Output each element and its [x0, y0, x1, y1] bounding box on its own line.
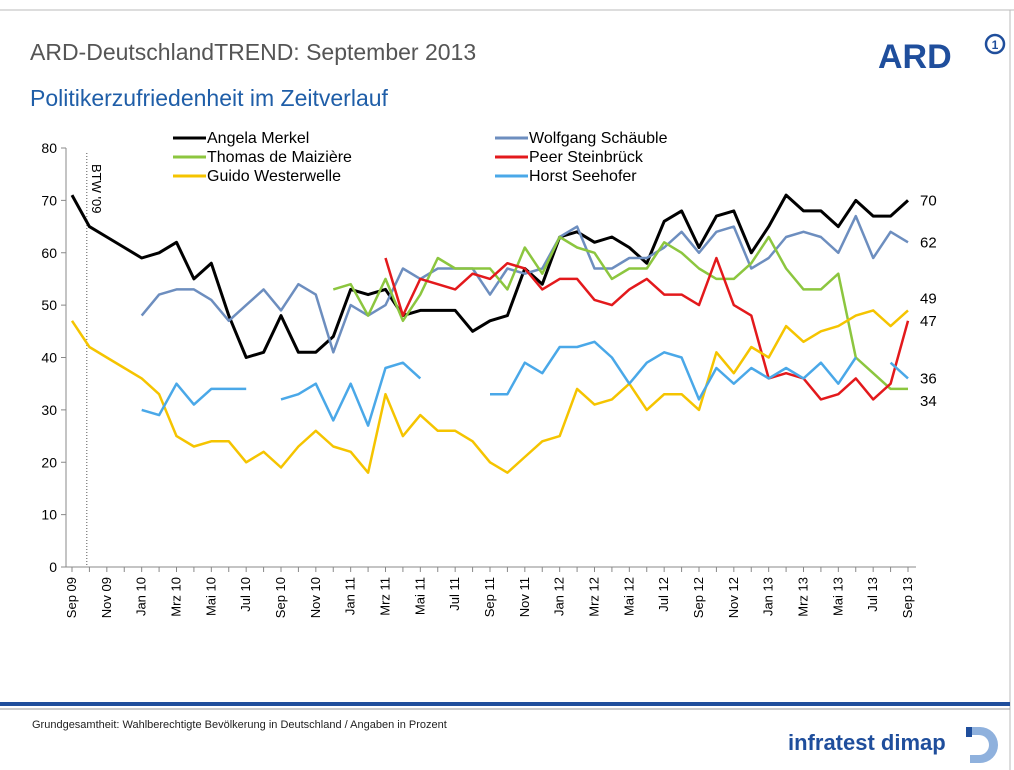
- legend-label: Guido Westerwelle: [207, 168, 341, 185]
- x-tick-label: Mai 12: [621, 577, 636, 616]
- logo: ARD: [878, 38, 952, 76]
- x-tick-label: Jan 10: [134, 577, 149, 616]
- y-tick-label: 0: [49, 559, 57, 575]
- legend-label: Wolfgang Schäuble: [529, 130, 668, 147]
- end-label: 47: [920, 313, 937, 330]
- x-tick-label: Nov 11: [517, 577, 532, 617]
- y-tick-label: 50: [41, 297, 57, 313]
- x-tick-label: Mrz 10: [169, 577, 184, 617]
- annotation: BTW '09: [89, 164, 104, 213]
- series-line: [70, 309, 909, 474]
- x-tick-label: Sep 13: [900, 577, 915, 618]
- footer-note: Grundgesamtheit: Wahlberechtigte Bevölke…: [32, 719, 447, 731]
- x-tick-label: Mrz 13: [796, 577, 811, 617]
- y-tick-label: 30: [41, 402, 57, 418]
- end-label: 62: [920, 234, 937, 251]
- x-tick-label: Nov 10: [308, 577, 323, 618]
- x-tick-label: Jan 13: [761, 577, 776, 616]
- x-tick-label: Mai 10: [203, 577, 218, 616]
- x-tick-label: Jul 13: [865, 577, 880, 612]
- x-tick-label: Mai 11: [412, 577, 427, 615]
- series-line: [332, 235, 908, 391]
- brand-logo: [970, 727, 998, 763]
- y-tick-label: 60: [41, 245, 57, 261]
- x-tick-label: Mai 13: [830, 577, 845, 616]
- legend-label: Peer Steinbrück: [529, 149, 644, 166]
- y-tick-label: 40: [41, 350, 57, 366]
- x-tick-label: Jul 12: [656, 577, 671, 612]
- x-tick-label: Sep 12: [691, 577, 706, 618]
- legend-label: Angela Merkel: [207, 130, 309, 147]
- title: ARD-DeutschlandTREND: September 2013: [30, 39, 476, 65]
- series-line: [384, 256, 910, 401]
- y-tick-label: 20: [41, 454, 57, 470]
- y-tick-label: 80: [41, 140, 57, 156]
- series-line: [141, 340, 909, 427]
- x-tick-label: Jul 10: [238, 577, 253, 612]
- x-tick-label: Sep 11: [482, 577, 497, 617]
- end-label: 70: [920, 192, 937, 209]
- y-tick-label: 70: [41, 192, 57, 208]
- x-tick-label: Mrz 11: [378, 577, 393, 616]
- x-tick-label: Nov 12: [726, 577, 741, 618]
- x-tick-label: Jan 12: [552, 577, 567, 616]
- series-line: [140, 214, 909, 354]
- x-tick-label: Sep 10: [273, 577, 288, 618]
- legend-label: Thomas de Maizière: [207, 149, 352, 166]
- legend-label: Horst Seehofer: [529, 168, 637, 185]
- logo-one-digit: 1: [992, 38, 999, 52]
- x-tick-label: Nov 09: [99, 577, 114, 618]
- y-tick-label: 10: [41, 507, 57, 523]
- logo-one: [984, 33, 1006, 55]
- end-label: 36: [920, 370, 937, 387]
- end-label: 49: [920, 290, 937, 307]
- brand-logo-bar: [966, 727, 972, 737]
- x-tick-label: Sep 09: [64, 577, 79, 618]
- series-line: [70, 193, 910, 359]
- end-label: 34: [920, 393, 937, 410]
- subtitle: Politikerzufriedenheit im Zeitverlauf: [30, 85, 389, 111]
- x-tick-label: Jul 11: [447, 577, 462, 611]
- brand: infratest dimap: [788, 730, 946, 755]
- x-tick-label: Mrz 12: [587, 577, 602, 617]
- x-tick-label: Jan 11: [343, 577, 358, 615]
